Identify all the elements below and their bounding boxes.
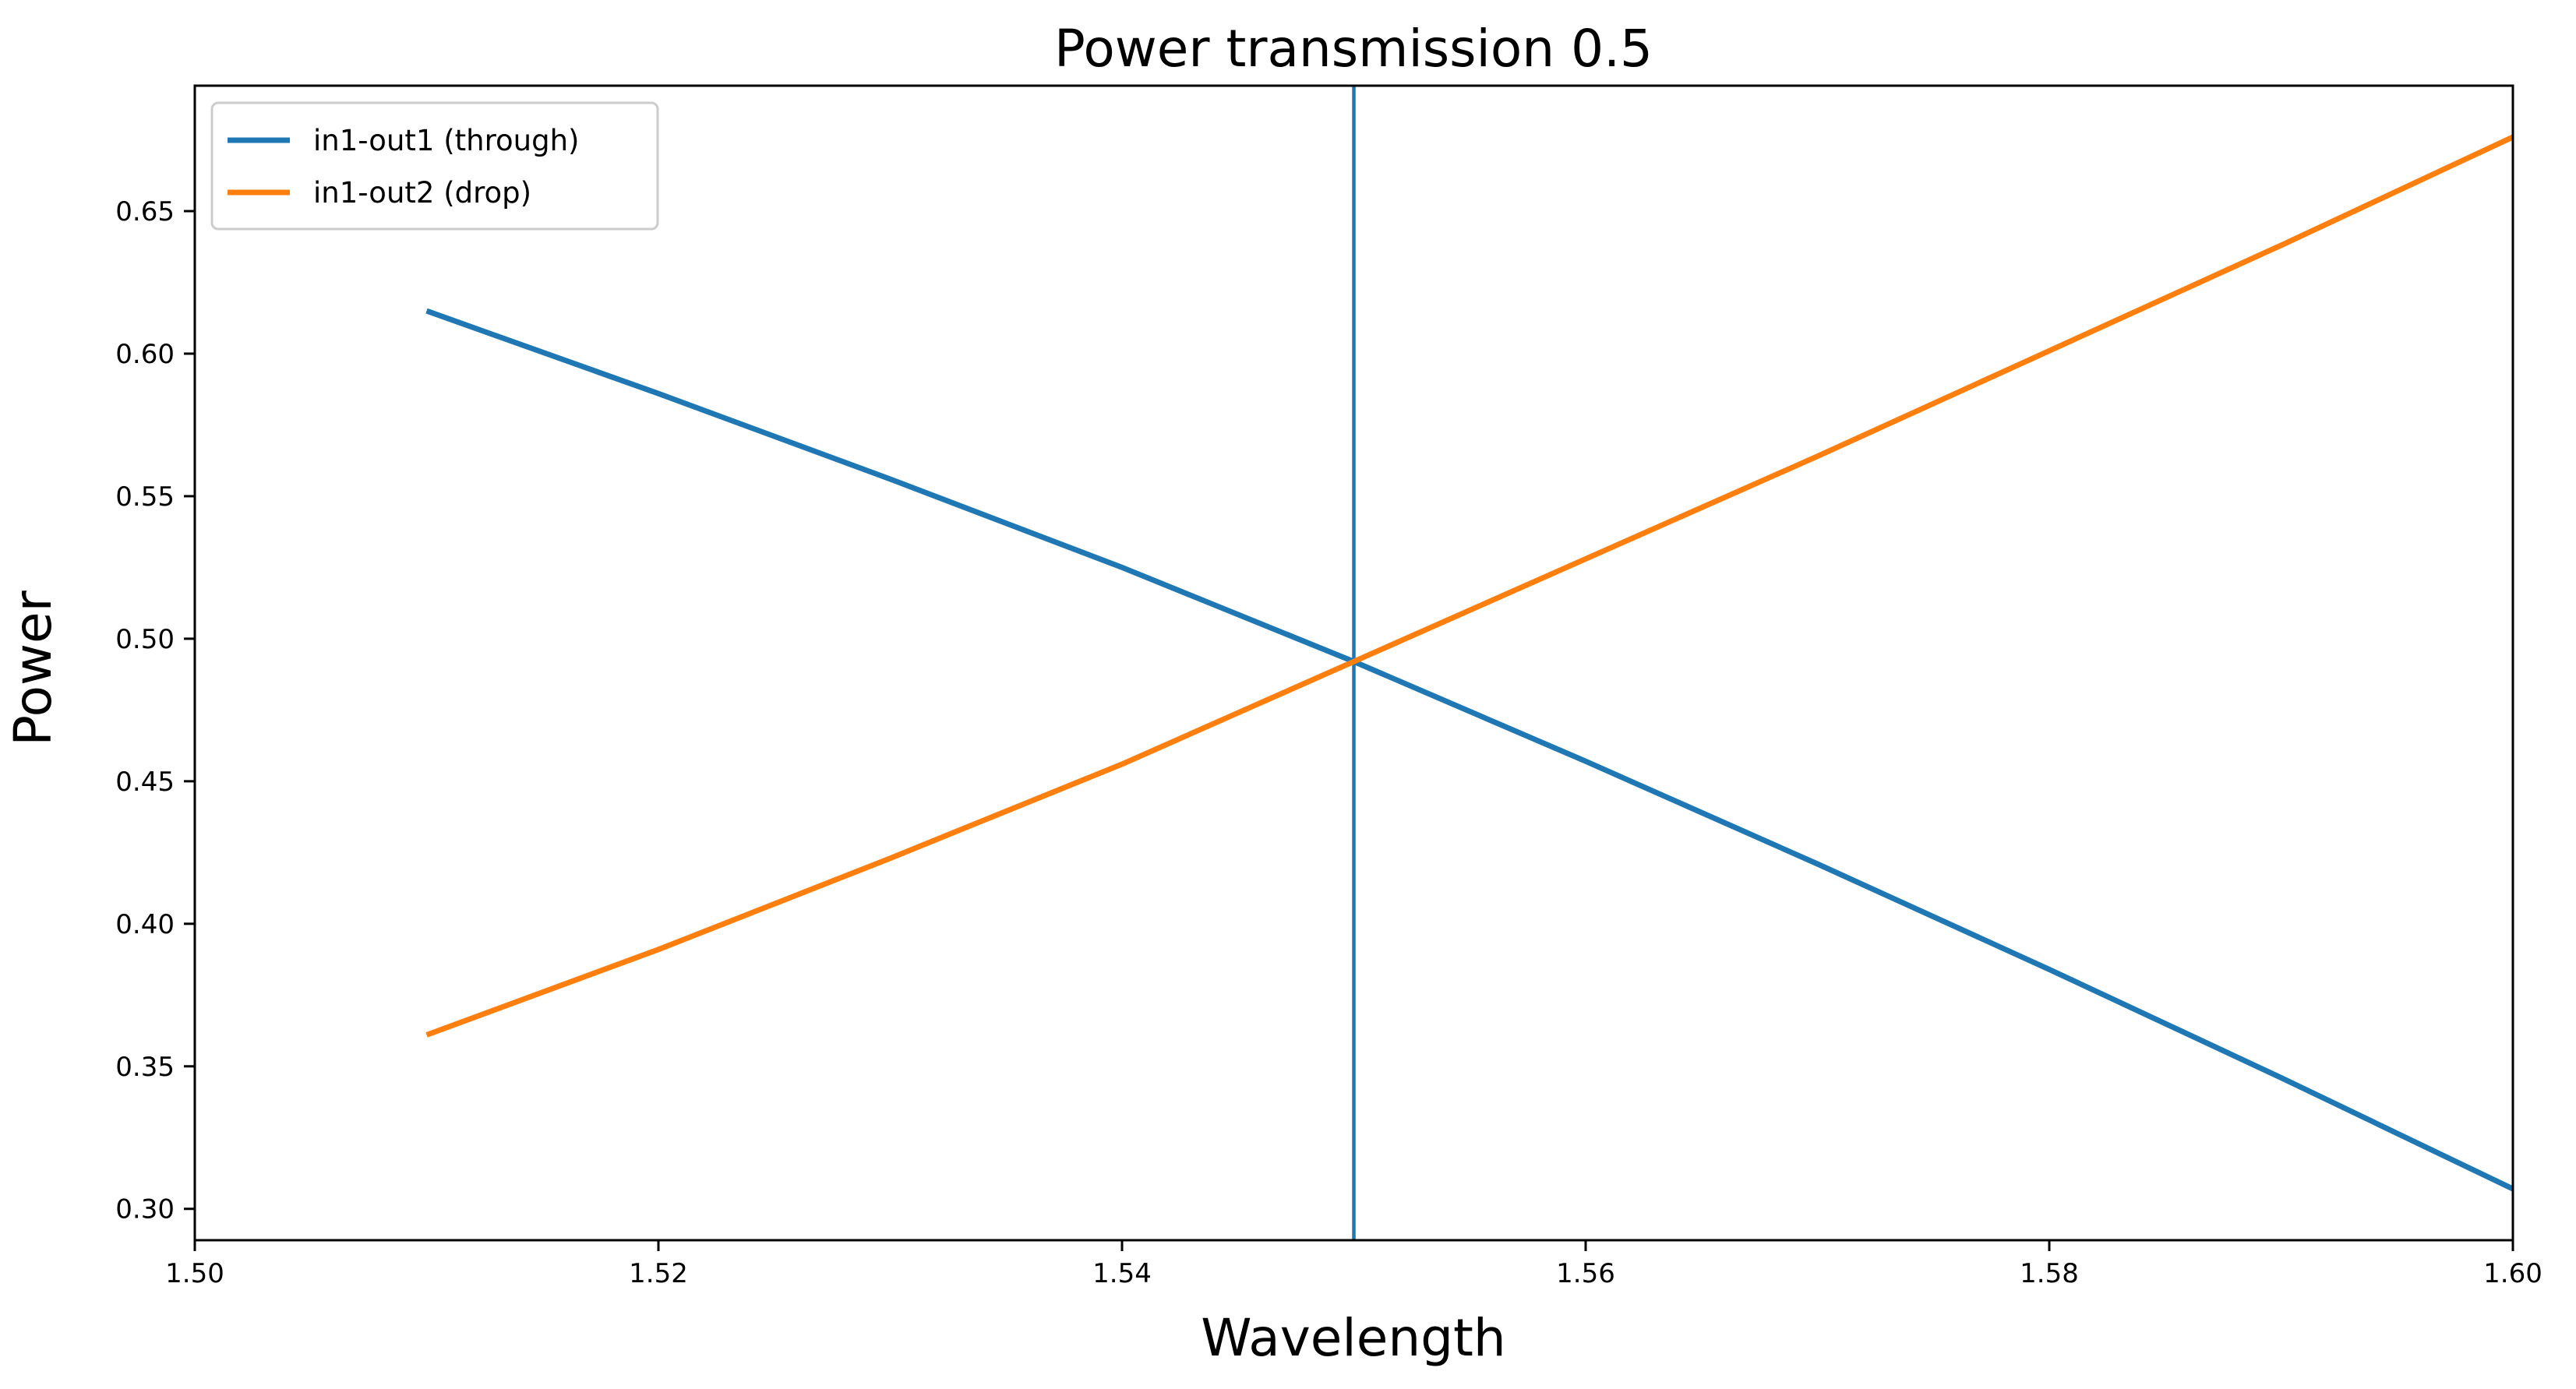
y-tick-label: 0.40: [115, 909, 175, 940]
series-line-2: [425, 134, 2513, 1038]
y-tick-label: 0.65: [115, 196, 175, 227]
legend-label: in1-out1 (through): [313, 124, 579, 157]
y-tick-label: 0.55: [115, 481, 175, 513]
x-tick-label: 1.56: [1556, 1258, 1615, 1289]
series-line-1: [425, 308, 2513, 1192]
plot-series: [425, 86, 2513, 1240]
chart-title: Power transmission 0.5: [1054, 19, 1653, 79]
x-tick-label: 1.52: [629, 1258, 688, 1289]
plot-area: [425, 86, 2513, 1240]
y-axis-label: Power: [3, 590, 63, 746]
y-tick-label: 0.50: [115, 624, 175, 655]
axis-ticks: 1.50 1.52 1.54 1.56 1.58 1.60 0.30 0.35 0.40 0.45…: [115, 196, 2542, 1289]
legend: in1-out1 (through) in1-out2 (drop): [210, 101, 659, 231]
x-tick-label: 1.54: [1092, 1258, 1152, 1289]
x-tick-label: 1.60: [2483, 1258, 2542, 1289]
y-tick-label: 0.60: [115, 339, 175, 370]
y-tick-label: 0.30: [115, 1194, 175, 1225]
legend-box: [210, 101, 659, 231]
legend-label: in1-out2 (drop): [313, 176, 531, 210]
x-tick-label: 1.58: [2020, 1258, 2079, 1289]
x-axis-label: Wavelength: [1201, 1308, 1506, 1368]
plot-frame: [193, 84, 2514, 1242]
y-tick-label: 0.45: [115, 767, 175, 798]
x-tick-label: 1.50: [165, 1258, 224, 1289]
y-tick-label: 0.35: [115, 1052, 175, 1083]
